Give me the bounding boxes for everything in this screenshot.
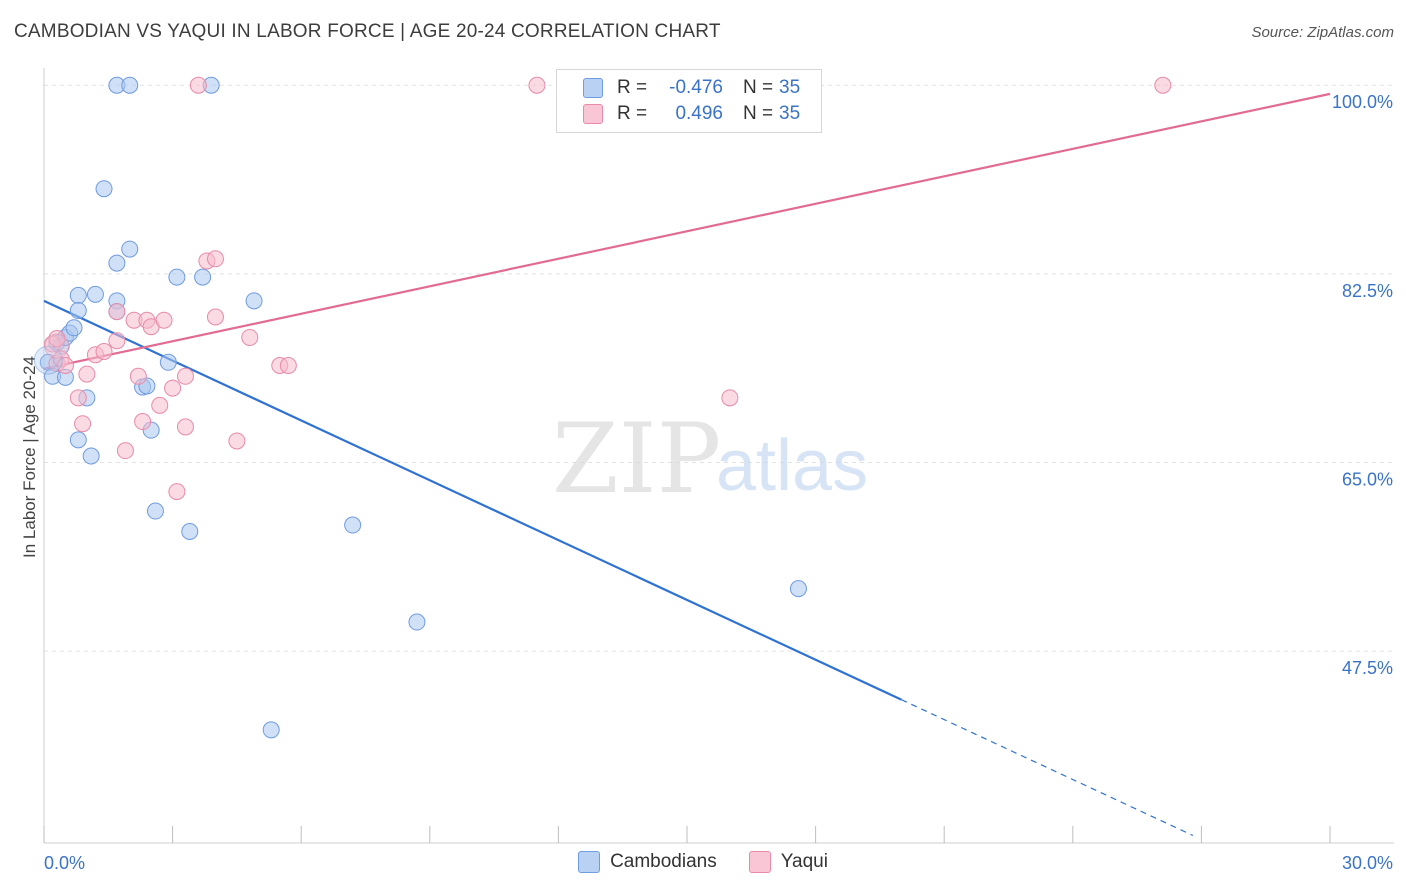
cambodian-point-10 <box>69 431 87 449</box>
yaqui-point-24 <box>189 76 207 94</box>
cambodian-point-31 <box>262 721 280 739</box>
tick-labels: 100.0% 82.5% 65.0% 47.5% 0.0% 30.0% <box>44 92 1393 873</box>
yaqui-point-4 <box>56 356 74 374</box>
series-legend: Cambodians Yaqui <box>0 851 1406 873</box>
x-tick-label-1: 30.0% <box>1342 853 1393 873</box>
y-tick-label-2: 65.0% <box>1342 470 1393 490</box>
yaqui-point-10 <box>108 303 126 321</box>
cambodian-point-7 <box>65 319 83 337</box>
cambodian-point-14 <box>95 180 113 198</box>
yaqui-point-21 <box>168 483 186 501</box>
watermark-atlas: atlas <box>716 426 868 506</box>
legend-n-label: N = <box>743 103 774 124</box>
legend-swatch-pink <box>748 851 771 873</box>
cambodian-point-12 <box>82 447 100 465</box>
axes <box>43 68 1394 844</box>
yaqui-point-26 <box>206 250 224 268</box>
yaqui-cluster-point <box>44 333 70 359</box>
legend-r-value: -0.476 <box>669 77 723 98</box>
yaqui-point-12 <box>116 442 134 460</box>
legend-n-value: 35 <box>779 77 801 98</box>
yaqui-point-29 <box>241 328 259 346</box>
cambodian-point-20 <box>121 76 139 94</box>
chart-title: CAMBODIAN VS YAQUI IN LABOR FORCE | AGE … <box>14 21 721 42</box>
cambodian-point-26 <box>168 268 186 286</box>
legend-swatch-blue <box>578 851 601 873</box>
yaqui-point-34 <box>1154 76 1172 94</box>
legend-label-yaqui: Yaqui <box>780 851 828 872</box>
yaqui-trend-line <box>43 92 1331 370</box>
legend-n-label: N = <box>743 77 774 98</box>
cambodian-point-34 <box>789 580 807 598</box>
legend-r-label: R = <box>617 77 648 98</box>
cambodian-point-19 <box>121 240 139 258</box>
y-tick-label-1: 82.5% <box>1342 281 1393 301</box>
yaqui-point-7 <box>78 365 96 383</box>
data-points <box>33 76 1172 739</box>
yaqui-point-14 <box>129 367 147 385</box>
cambodian-point-24 <box>146 502 164 520</box>
legend-row-cambodians: R = -0.476 N = 35 <box>583 76 800 100</box>
cambodian-point-13 <box>86 285 104 303</box>
cambodian-point-9 <box>69 302 87 320</box>
cambodian-point-17 <box>108 254 126 272</box>
cambodian-trend-line <box>43 299 902 701</box>
gridlines <box>44 84 1394 652</box>
yaqui-point-20 <box>164 379 182 397</box>
y-tick-label-0: 100.0% <box>1332 92 1393 112</box>
cambodian-point-33 <box>408 613 426 631</box>
yaqui-point-11 <box>108 332 126 350</box>
yaqui-point-27 <box>206 308 224 326</box>
cambodian-point-25 <box>159 353 177 371</box>
cambodian-cluster-point <box>33 345 63 375</box>
yaqui-point-23 <box>176 418 194 436</box>
trend-lines <box>43 92 1331 836</box>
watermark-zip: ZIP <box>552 403 721 515</box>
y-tick-label-3: 47.5% <box>1342 658 1393 678</box>
legend-swatch-blue <box>583 78 603 98</box>
source-label: Source: ZipAtlas.com <box>1251 24 1394 41</box>
yaqui-point-6 <box>74 415 92 433</box>
legend-item-cambodians: Cambodians <box>578 851 717 873</box>
yaqui-point-18 <box>151 396 169 414</box>
legend-item-yaqui: Yaqui <box>748 851 828 873</box>
yaqui-point-32 <box>528 76 546 94</box>
cambodian-point-8 <box>69 286 87 304</box>
cambodian-trend-extension <box>901 699 1194 836</box>
yaqui-point-28 <box>228 432 246 450</box>
correlation-legend: R = -0.476 N = 35 R = 0.496 N = 35 <box>556 69 822 133</box>
yaqui-point-15 <box>134 413 152 431</box>
yaqui-point-19 <box>155 311 173 329</box>
cambodian-point-32 <box>344 516 362 534</box>
watermark: ZIP atlas <box>552 403 868 515</box>
cambodian-point-28 <box>194 268 212 286</box>
yaqui-point-31 <box>279 356 297 374</box>
x-tick-label-0: 0.0% <box>44 853 85 873</box>
yaqui-point-33 <box>721 389 739 407</box>
yaqui-point-5 <box>69 389 87 407</box>
legend-r-value: 0.496 <box>675 103 723 124</box>
cambodian-point-30 <box>245 292 263 310</box>
legend-label-cambodians: Cambodians <box>610 851 717 872</box>
yaqui-point-9 <box>95 342 113 360</box>
legend-n-value: 35 <box>779 103 801 124</box>
legend-row-yaqui: R = 0.496 N = 35 <box>583 102 800 126</box>
legend-swatch-pink <box>583 104 603 124</box>
legend-r-label: R = <box>617 103 648 124</box>
cambodian-point-27 <box>181 522 199 540</box>
yaqui-point-22 <box>176 367 194 385</box>
